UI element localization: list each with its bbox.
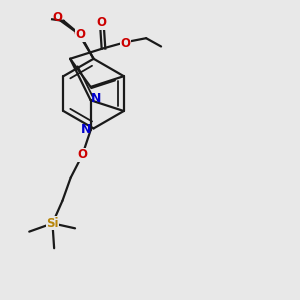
Text: O: O — [97, 16, 107, 29]
Text: O: O — [76, 28, 86, 41]
Text: N: N — [81, 123, 92, 136]
Text: O: O — [74, 27, 84, 40]
Text: Si: Si — [46, 217, 59, 230]
Text: O: O — [53, 11, 63, 24]
Text: O: O — [121, 37, 130, 50]
Text: O: O — [77, 148, 87, 161]
Text: N: N — [91, 92, 101, 105]
